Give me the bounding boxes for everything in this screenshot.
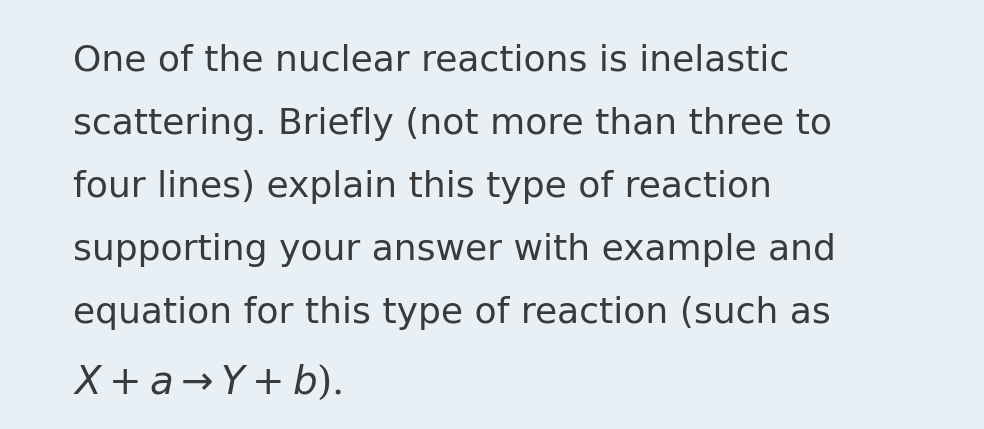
Text: equation for this type of reaction (such as: equation for this type of reaction (such… — [73, 296, 830, 330]
Text: One of the nuclear reactions is inelastic: One of the nuclear reactions is inelasti… — [73, 44, 789, 78]
Text: $X + a \rightarrow Y + b$).: $X + a \rightarrow Y + b$). — [73, 363, 342, 402]
Text: scattering. Briefly (not more than three to: scattering. Briefly (not more than three… — [73, 107, 832, 141]
Text: supporting your answer with example and: supporting your answer with example and — [73, 233, 835, 267]
Text: four lines) explain this type of reaction: four lines) explain this type of reactio… — [73, 170, 772, 204]
